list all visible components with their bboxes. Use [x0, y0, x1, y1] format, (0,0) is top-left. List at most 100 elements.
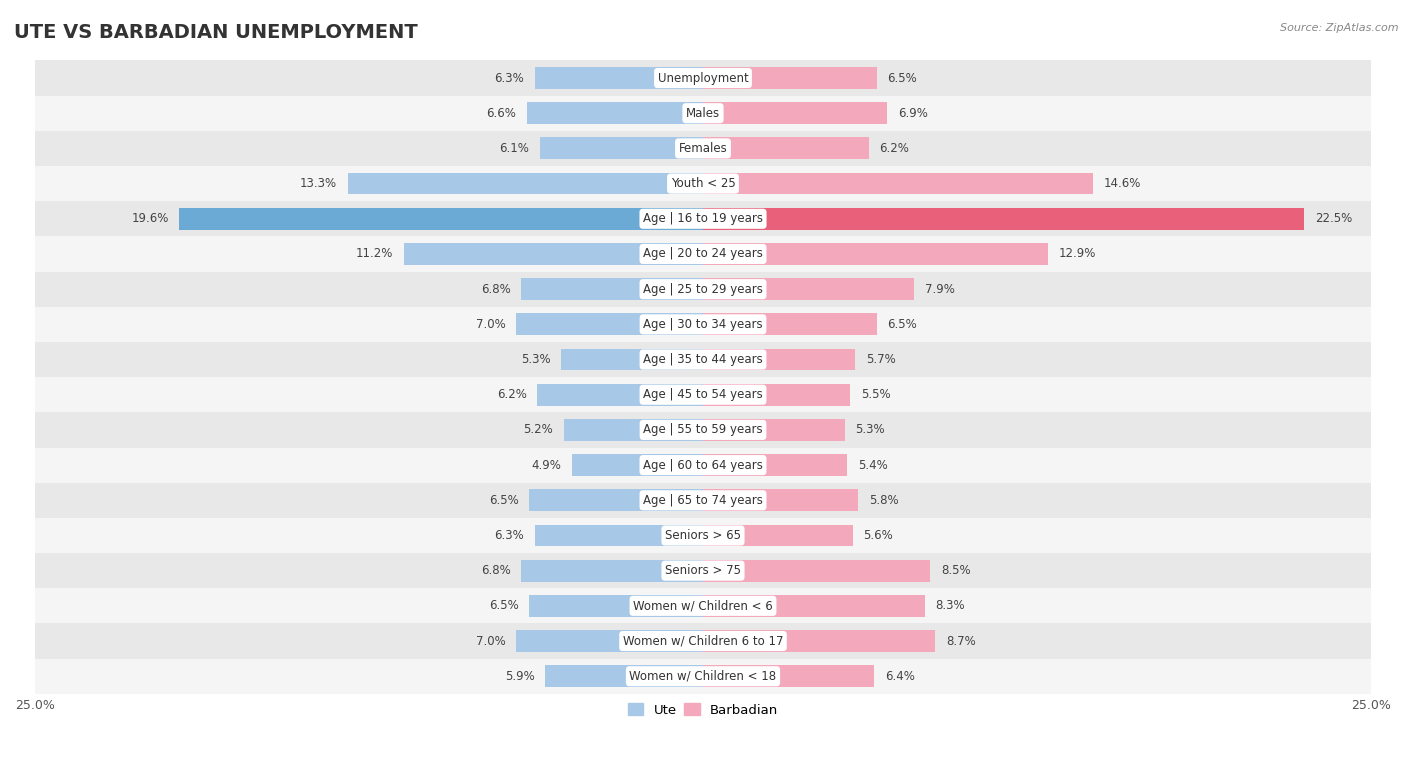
- Bar: [35, 553, 1371, 588]
- Text: 7.9%: 7.9%: [925, 282, 955, 296]
- Bar: [703, 102, 887, 124]
- Bar: [703, 454, 848, 476]
- Text: Women w/ Children < 18: Women w/ Children < 18: [630, 670, 776, 683]
- Bar: [703, 313, 877, 335]
- Bar: [703, 208, 1305, 229]
- Bar: [35, 272, 1371, 307]
- Bar: [534, 525, 703, 547]
- Bar: [35, 95, 1371, 131]
- Bar: [703, 67, 877, 89]
- Bar: [35, 483, 1371, 518]
- Bar: [35, 588, 1371, 624]
- Text: 8.7%: 8.7%: [946, 634, 976, 647]
- Bar: [35, 342, 1371, 377]
- Bar: [703, 384, 851, 406]
- Legend: Ute, Barbadian: Ute, Barbadian: [623, 698, 783, 722]
- Bar: [540, 138, 703, 159]
- Bar: [35, 307, 1371, 342]
- Text: Youth < 25: Youth < 25: [671, 177, 735, 190]
- Text: 11.2%: 11.2%: [356, 248, 394, 260]
- Text: UTE VS BARBADIAN UNEMPLOYMENT: UTE VS BARBADIAN UNEMPLOYMENT: [14, 23, 418, 42]
- Text: Age | 65 to 74 years: Age | 65 to 74 years: [643, 494, 763, 506]
- Bar: [703, 559, 931, 581]
- Text: 7.0%: 7.0%: [475, 318, 505, 331]
- Text: 6.5%: 6.5%: [489, 600, 519, 612]
- Bar: [516, 630, 703, 652]
- Bar: [703, 525, 852, 547]
- Text: 5.8%: 5.8%: [869, 494, 898, 506]
- Text: 6.3%: 6.3%: [495, 529, 524, 542]
- Bar: [35, 659, 1371, 694]
- Bar: [35, 201, 1371, 236]
- Bar: [35, 447, 1371, 483]
- Bar: [534, 67, 703, 89]
- Bar: [179, 208, 703, 229]
- Text: 7.0%: 7.0%: [475, 634, 505, 647]
- Bar: [564, 419, 703, 441]
- Text: 6.1%: 6.1%: [499, 142, 529, 155]
- Bar: [703, 349, 855, 370]
- Bar: [35, 131, 1371, 166]
- Text: Age | 35 to 44 years: Age | 35 to 44 years: [643, 353, 763, 366]
- Bar: [703, 243, 1047, 265]
- Text: 12.9%: 12.9%: [1059, 248, 1095, 260]
- Bar: [561, 349, 703, 370]
- Bar: [347, 173, 703, 195]
- Bar: [527, 102, 703, 124]
- Text: 5.4%: 5.4%: [858, 459, 887, 472]
- Text: Age | 45 to 54 years: Age | 45 to 54 years: [643, 388, 763, 401]
- Text: 5.3%: 5.3%: [522, 353, 551, 366]
- Bar: [35, 236, 1371, 272]
- Text: 5.3%: 5.3%: [855, 423, 884, 436]
- Text: 5.9%: 5.9%: [505, 670, 534, 683]
- Text: Unemployment: Unemployment: [658, 71, 748, 85]
- Text: 6.5%: 6.5%: [887, 71, 917, 85]
- Bar: [703, 630, 935, 652]
- Bar: [703, 138, 869, 159]
- Bar: [537, 384, 703, 406]
- Text: 6.3%: 6.3%: [495, 71, 524, 85]
- Text: 4.9%: 4.9%: [531, 459, 561, 472]
- Text: 6.9%: 6.9%: [898, 107, 928, 120]
- Bar: [703, 665, 875, 687]
- Text: 6.4%: 6.4%: [884, 670, 914, 683]
- Text: Seniors > 65: Seniors > 65: [665, 529, 741, 542]
- Text: 8.5%: 8.5%: [941, 564, 970, 577]
- Bar: [703, 279, 914, 300]
- Text: Males: Males: [686, 107, 720, 120]
- Bar: [529, 595, 703, 617]
- Text: 5.6%: 5.6%: [863, 529, 893, 542]
- Text: Women w/ Children < 6: Women w/ Children < 6: [633, 600, 773, 612]
- Bar: [35, 518, 1371, 553]
- Bar: [572, 454, 703, 476]
- Bar: [529, 489, 703, 511]
- Bar: [35, 377, 1371, 413]
- Text: 6.2%: 6.2%: [879, 142, 910, 155]
- Text: 5.7%: 5.7%: [866, 353, 896, 366]
- Bar: [35, 61, 1371, 95]
- Text: 14.6%: 14.6%: [1104, 177, 1142, 190]
- Text: 6.6%: 6.6%: [486, 107, 516, 120]
- Text: Age | 16 to 19 years: Age | 16 to 19 years: [643, 212, 763, 226]
- Text: 6.2%: 6.2%: [496, 388, 527, 401]
- Bar: [703, 489, 858, 511]
- Bar: [35, 624, 1371, 659]
- Bar: [703, 595, 925, 617]
- Text: 22.5%: 22.5%: [1315, 212, 1353, 226]
- Text: Age | 25 to 29 years: Age | 25 to 29 years: [643, 282, 763, 296]
- Text: 6.8%: 6.8%: [481, 282, 510, 296]
- Text: Source: ZipAtlas.com: Source: ZipAtlas.com: [1281, 23, 1399, 33]
- Text: 6.8%: 6.8%: [481, 564, 510, 577]
- Text: Females: Females: [679, 142, 727, 155]
- Text: 5.5%: 5.5%: [860, 388, 890, 401]
- Text: 6.5%: 6.5%: [887, 318, 917, 331]
- Text: Age | 20 to 24 years: Age | 20 to 24 years: [643, 248, 763, 260]
- Bar: [516, 313, 703, 335]
- Bar: [703, 419, 845, 441]
- Bar: [35, 413, 1371, 447]
- Bar: [522, 279, 703, 300]
- Bar: [703, 173, 1092, 195]
- Text: 5.2%: 5.2%: [523, 423, 554, 436]
- Text: Women w/ Children 6 to 17: Women w/ Children 6 to 17: [623, 634, 783, 647]
- Bar: [404, 243, 703, 265]
